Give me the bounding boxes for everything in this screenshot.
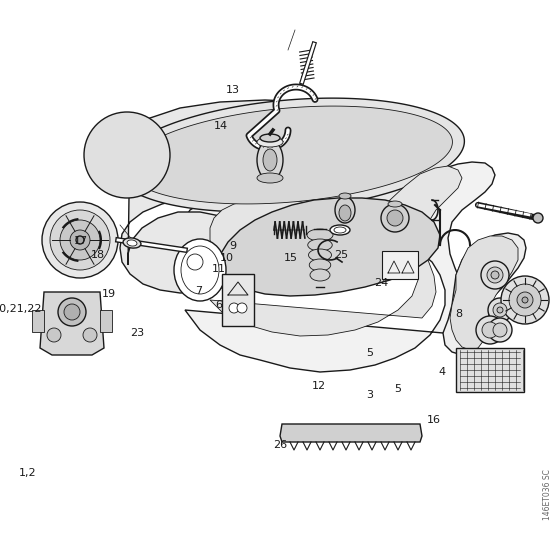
Text: 24: 24 [374, 278, 388, 288]
Circle shape [522, 297, 528, 303]
Circle shape [64, 304, 80, 320]
Circle shape [488, 318, 512, 342]
Text: 16: 16 [427, 415, 441, 425]
Ellipse shape [335, 197, 355, 223]
Text: 17: 17 [74, 236, 88, 246]
Circle shape [76, 236, 84, 244]
Text: 7: 7 [195, 286, 202, 296]
Polygon shape [40, 292, 104, 355]
Text: 5: 5 [366, 348, 373, 358]
Circle shape [493, 323, 507, 337]
Text: 11: 11 [212, 264, 225, 274]
Polygon shape [210, 198, 440, 296]
Circle shape [517, 292, 533, 308]
Polygon shape [450, 236, 518, 350]
Circle shape [83, 328, 97, 342]
Bar [100, 310, 112, 332]
Text: 6: 6 [215, 300, 222, 310]
Text: 5: 5 [394, 384, 401, 394]
Circle shape [387, 210, 403, 226]
Polygon shape [182, 162, 495, 372]
Circle shape [476, 316, 504, 344]
Circle shape [60, 220, 100, 260]
Text: 10: 10 [220, 253, 234, 263]
Circle shape [381, 204, 409, 232]
Circle shape [229, 303, 239, 313]
Polygon shape [115, 98, 464, 212]
Circle shape [237, 303, 247, 313]
Text: 25: 25 [334, 250, 349, 260]
Ellipse shape [127, 240, 137, 246]
Ellipse shape [123, 238, 141, 248]
Text: 14: 14 [214, 121, 228, 131]
Ellipse shape [181, 246, 219, 294]
Polygon shape [280, 424, 422, 442]
Ellipse shape [310, 269, 330, 281]
Text: 146ET036 SC: 146ET036 SC [544, 470, 553, 520]
Ellipse shape [330, 225, 350, 235]
Text: 23: 23 [130, 328, 144, 338]
Ellipse shape [257, 173, 283, 183]
Ellipse shape [309, 249, 332, 261]
Circle shape [58, 298, 86, 326]
Bar [222, 274, 254, 326]
Text: 4: 4 [439, 367, 446, 377]
Circle shape [482, 322, 498, 338]
Ellipse shape [174, 239, 226, 301]
Ellipse shape [307, 229, 333, 241]
Text: 9: 9 [229, 241, 236, 251]
Bar [382, 251, 418, 279]
Ellipse shape [260, 134, 280, 142]
Circle shape [533, 213, 543, 223]
Text: 26: 26 [273, 440, 287, 450]
Polygon shape [128, 106, 452, 204]
Circle shape [509, 284, 541, 316]
Circle shape [491, 271, 499, 279]
Circle shape [70, 230, 90, 250]
Polygon shape [443, 233, 526, 355]
Text: 18: 18 [91, 250, 105, 260]
Ellipse shape [257, 137, 283, 147]
Circle shape [487, 267, 503, 283]
Circle shape [84, 112, 170, 198]
Ellipse shape [309, 259, 331, 271]
Polygon shape [210, 166, 462, 336]
Circle shape [47, 328, 61, 342]
Text: 13: 13 [225, 85, 239, 95]
Ellipse shape [308, 239, 332, 251]
Text: 19: 19 [102, 289, 116, 299]
Polygon shape [120, 100, 446, 293]
Ellipse shape [263, 149, 277, 171]
Text: 3: 3 [366, 390, 373, 400]
Bar [456, 348, 524, 392]
Circle shape [187, 254, 203, 270]
Text: 8: 8 [456, 309, 463, 319]
Circle shape [42, 202, 118, 278]
Ellipse shape [339, 193, 351, 199]
Text: 15: 15 [284, 253, 298, 263]
Ellipse shape [257, 140, 283, 180]
Text: 20,21,22: 20,21,22 [0, 304, 41, 314]
Ellipse shape [388, 201, 402, 207]
Ellipse shape [339, 205, 351, 221]
Circle shape [497, 307, 503, 313]
Circle shape [493, 303, 507, 317]
Bar [32, 310, 44, 332]
Circle shape [50, 210, 110, 270]
Ellipse shape [334, 227, 346, 233]
Text: 12: 12 [312, 381, 326, 391]
Circle shape [501, 276, 549, 324]
Text: 1,2: 1,2 [19, 468, 37, 478]
Circle shape [488, 298, 512, 322]
Circle shape [481, 261, 509, 289]
